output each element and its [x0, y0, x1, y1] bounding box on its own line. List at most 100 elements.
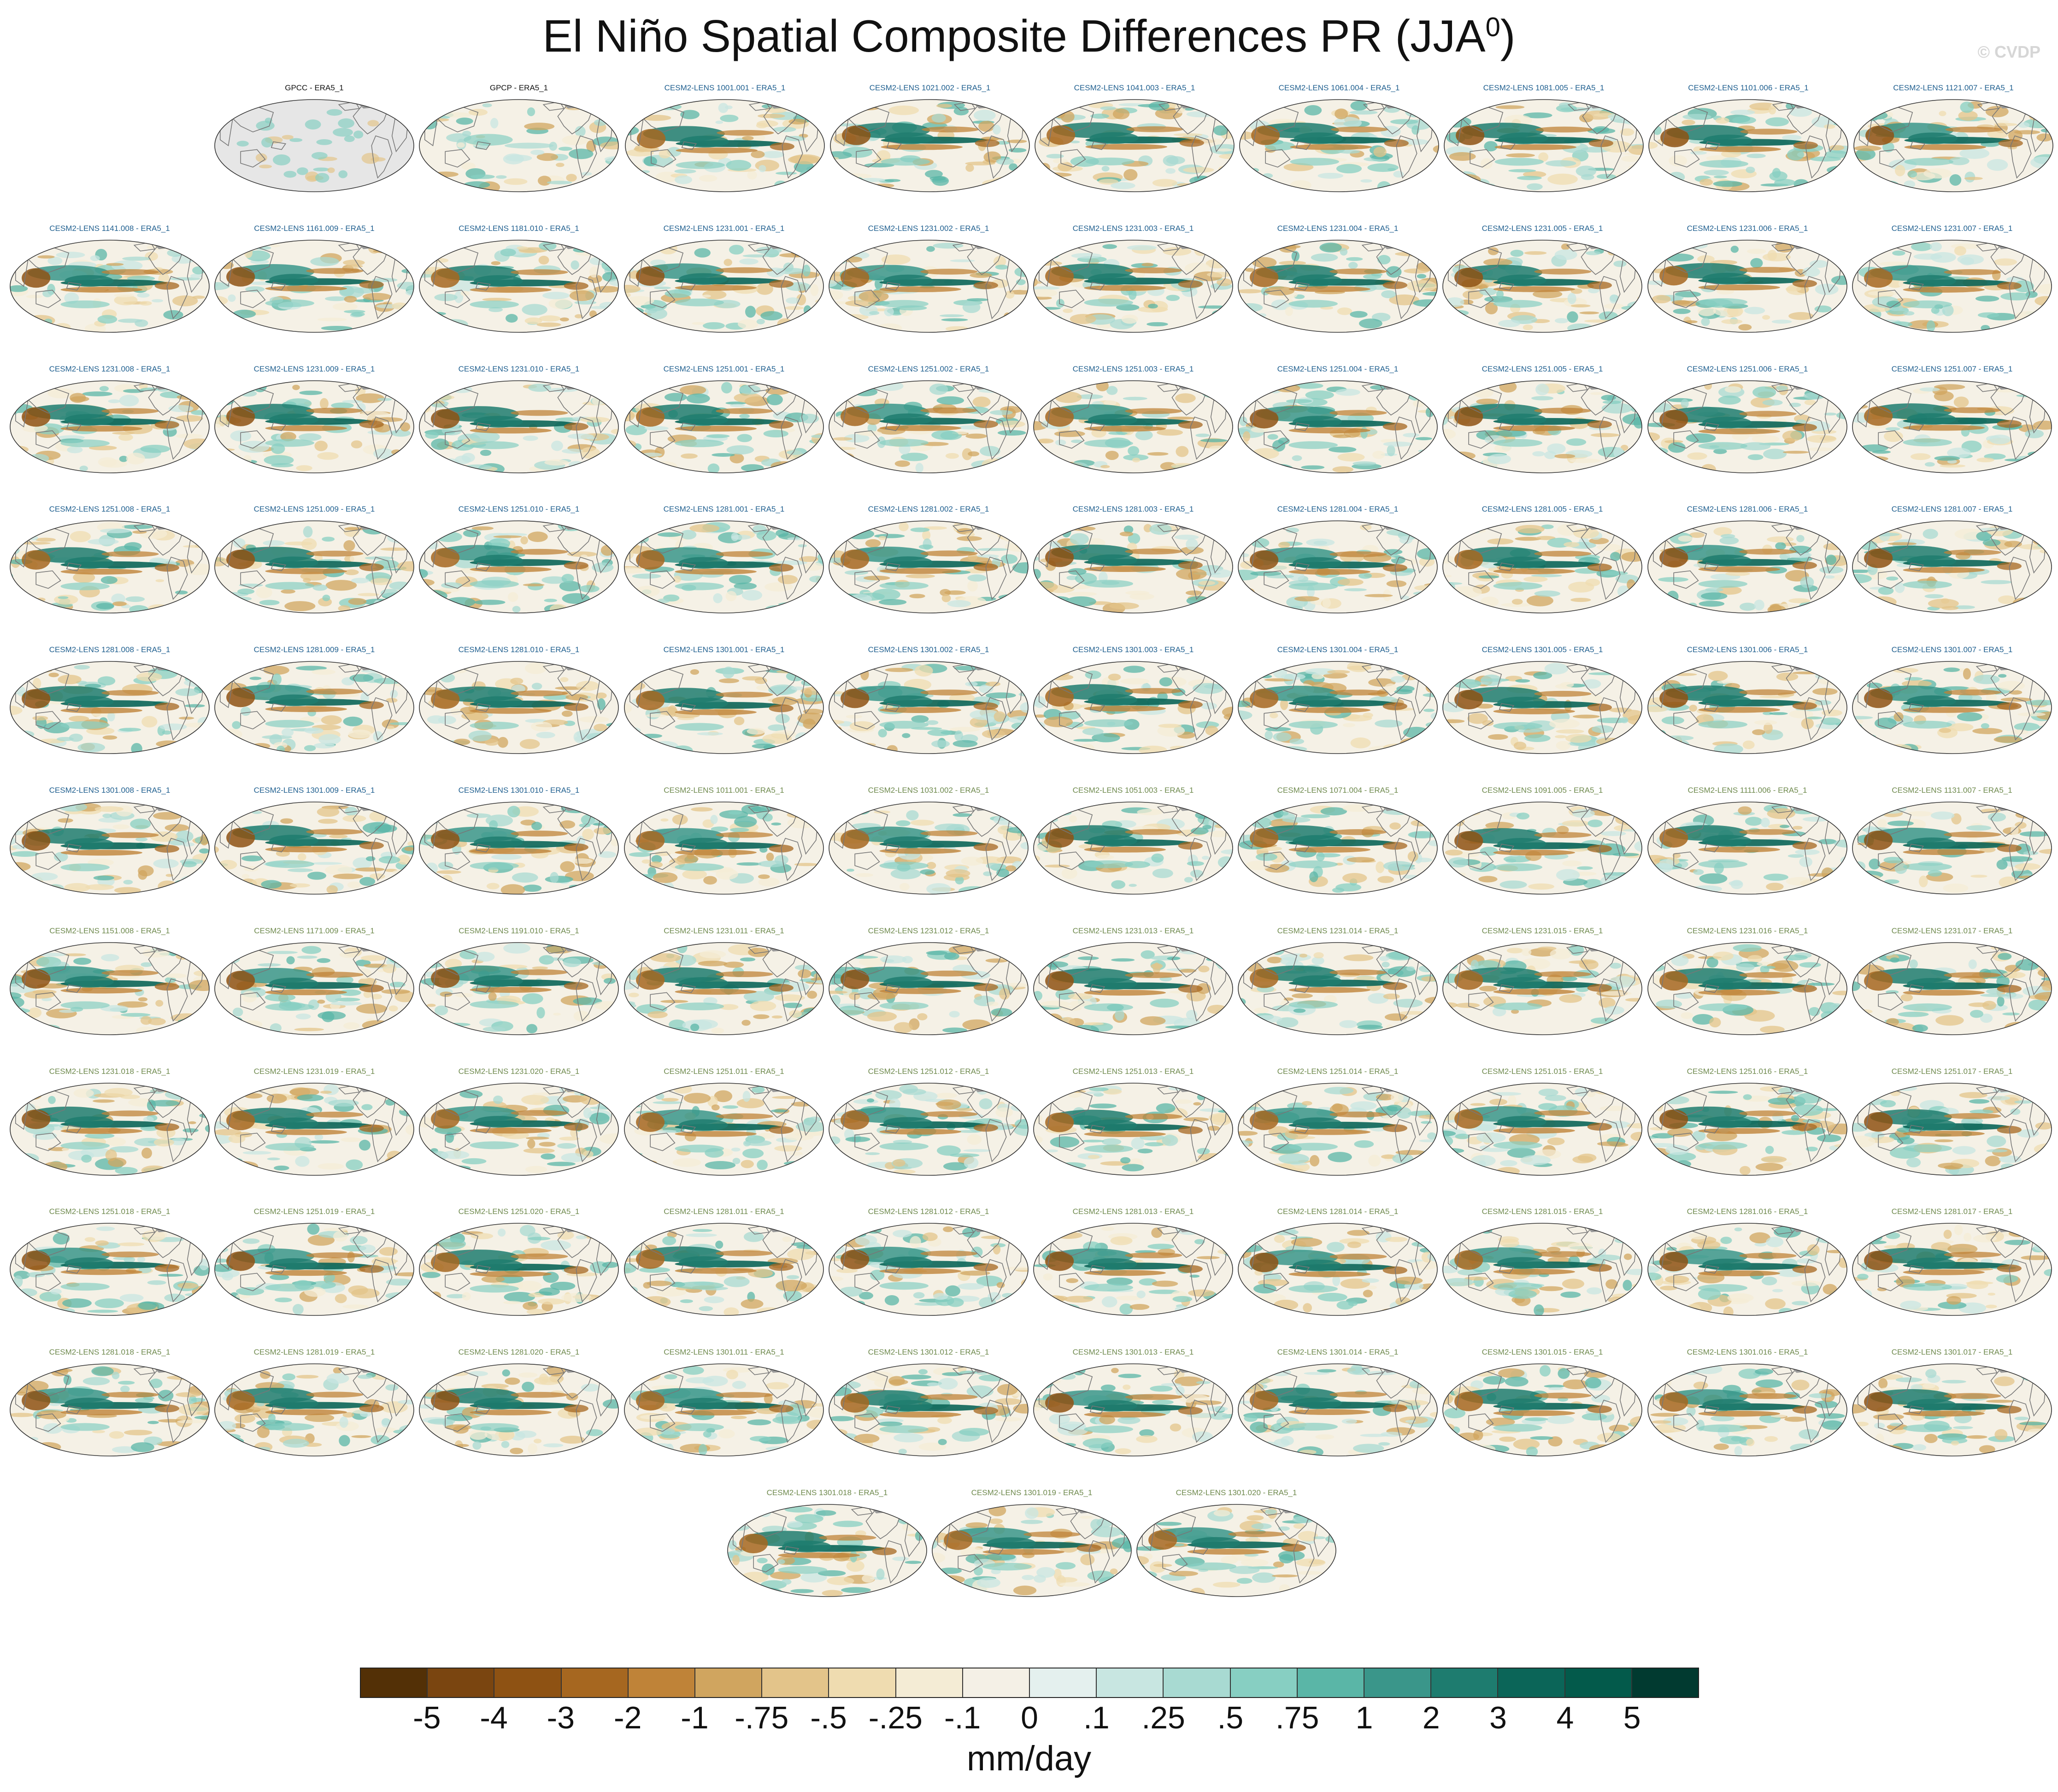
anomaly-patch [1924, 594, 1944, 599]
map-panel: CESM2-LENS 1281.007 - ERA5_1 [1852, 505, 2052, 614]
anomaly-patch [1293, 696, 1342, 707]
anomaly-patch [88, 539, 119, 545]
anomaly-patch [570, 290, 594, 301]
anomaly-patch [1855, 148, 1876, 160]
panel-title: CESM2-LENS 1021.002 - ERA5_1 [869, 83, 990, 92]
anomaly-patch [2039, 532, 2052, 537]
anomaly-patch [2011, 324, 2031, 331]
anomaly-patch [962, 301, 981, 313]
coastline [1468, 711, 1494, 730]
anomaly-patch [348, 730, 372, 739]
anomaly-patch [1534, 691, 1592, 697]
anomaly-patch [1171, 463, 1195, 468]
anomaly-patch [73, 572, 95, 584]
anomaly-patch [715, 868, 738, 880]
anomaly-patch [1288, 286, 1371, 292]
anomaly-patch [869, 311, 880, 315]
anomaly-patch [1422, 596, 1431, 607]
anomaly-patch [899, 883, 910, 891]
anomaly-patch [1812, 688, 1838, 696]
anomaly-patch [2039, 549, 2052, 554]
anomaly-patch [933, 242, 964, 249]
anomaly-patch [199, 848, 209, 854]
anomaly-patch [1762, 315, 1770, 320]
anomaly-patch [1763, 448, 1787, 459]
anomaly-patch [1864, 406, 1893, 426]
page-title: El Niño Spatial Composite Differences PR… [0, 10, 2058, 62]
cvdp-watermark: © CVDP [1977, 42, 2040, 61]
anomaly-patch [261, 880, 282, 889]
anomaly-patch [10, 605, 18, 613]
anomaly-patch [421, 118, 438, 130]
anomaly-patch [1017, 102, 1025, 113]
anomaly-patch [1789, 402, 1801, 407]
anomaly-patch [276, 745, 285, 754]
anomaly-patch [96, 603, 114, 610]
anomaly-patch [1510, 249, 1524, 257]
anomaly-patch [1613, 260, 1627, 267]
anomaly-patch [1981, 723, 1989, 729]
globe-outline [1238, 380, 1438, 473]
anomaly-patch [1878, 587, 1894, 595]
anomaly-patch [498, 737, 509, 748]
anomaly-patch [536, 153, 559, 161]
anomaly-patch [1270, 713, 1278, 719]
coastline [641, 387, 683, 413]
anomaly-patch [799, 556, 818, 562]
anomaly-patch [1386, 266, 1402, 278]
coastline [240, 571, 266, 589]
map-panel: CESM2-LENS 1231.005 - ERA5_1 [1442, 224, 1643, 333]
anomaly-patch [440, 319, 468, 330]
anomaly-patch [1852, 741, 1865, 745]
anomaly-patch [624, 455, 629, 467]
anomaly-patch [1396, 662, 1407, 675]
anomaly-patch [1698, 720, 1747, 729]
anomaly-patch [233, 538, 246, 548]
coastline [885, 562, 900, 572]
anomaly-patch [136, 672, 162, 682]
coastline [371, 697, 393, 741]
coastline [240, 289, 266, 308]
anomaly-patch [756, 283, 773, 295]
anomaly-patch [1697, 255, 1715, 263]
anomaly-patch [1057, 161, 1073, 171]
anomaly-patch [1882, 181, 1899, 191]
panel-title: CESM2-LENS 1251.010 - ERA5_1 [459, 505, 580, 513]
anomaly-patch [1084, 706, 1166, 712]
anomaly-patch [829, 279, 837, 288]
anomaly-patch [989, 410, 1013, 415]
anomaly-patch [10, 527, 16, 532]
anomaly-patch [660, 818, 669, 822]
anomaly-patch [1089, 132, 1139, 144]
anomaly-patch [1985, 106, 2009, 118]
anomaly-patch [525, 317, 543, 324]
anomaly-patch [135, 319, 148, 327]
anomaly-patch [1493, 582, 1543, 590]
coastline [166, 416, 188, 460]
anomaly-patch [1034, 281, 1043, 284]
anomaly-patch [520, 819, 536, 826]
anomaly-patch [594, 724, 608, 731]
anomaly-patch [1828, 666, 1847, 674]
anomaly-patch [1808, 748, 1818, 753]
title-superscript: 0 [1485, 12, 1500, 42]
anomaly-patch [1732, 116, 1757, 124]
anomaly-patch [706, 434, 729, 438]
anomaly-patch [60, 863, 110, 872]
anomaly-patch [1373, 147, 1387, 158]
anomaly-patch [936, 104, 952, 108]
anomaly-patch [806, 883, 817, 889]
coastline [1257, 106, 1299, 133]
anomaly-patch [1811, 529, 1828, 533]
anomaly-patch [955, 876, 964, 884]
anomaly-patch [1907, 555, 1956, 567]
coastline [1673, 711, 1699, 730]
coastline [985, 276, 1007, 319]
anomaly-patch [915, 462, 923, 473]
anomaly-patch [777, 575, 798, 584]
anomaly-patch [715, 267, 773, 273]
anomaly-patch [184, 722, 209, 728]
anomaly-patch [1180, 547, 1204, 554]
anomaly-patch [729, 404, 745, 407]
anomaly-patch [1752, 386, 1776, 398]
